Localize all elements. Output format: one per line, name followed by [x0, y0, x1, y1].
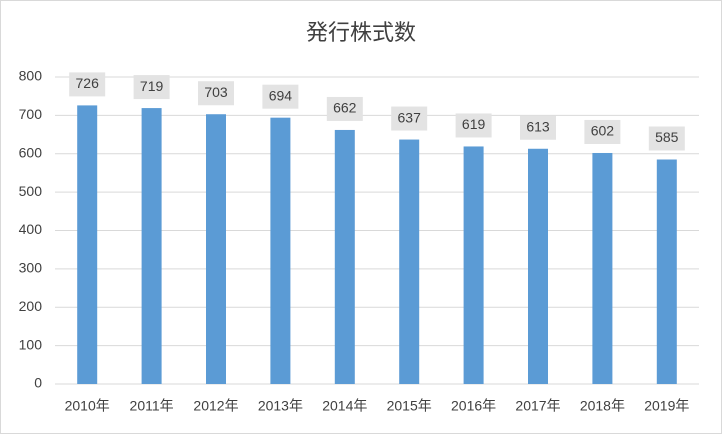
data-label: 602	[591, 123, 615, 139]
data-label-box	[326, 96, 363, 121]
x-tick-label: 2018年	[580, 398, 625, 414]
bar	[77, 105, 98, 385]
data-label-box	[69, 72, 106, 97]
x-tick-label: 2010年	[65, 398, 110, 414]
x-tick-label: 2015年	[387, 398, 432, 414]
x-tick-label: 2011年	[130, 398, 174, 414]
bar	[528, 148, 548, 384]
data-label: 719	[140, 78, 164, 94]
data-label-box	[455, 113, 492, 138]
data-label-box	[198, 81, 234, 106]
bar	[334, 129, 355, 384]
data-label-box	[262, 84, 299, 109]
y-tick-label: 600	[19, 144, 43, 160]
y-tick-label: 100	[19, 336, 43, 352]
data-label: 662	[333, 100, 357, 116]
y-tick-label: 300	[19, 260, 43, 276]
data-label-box	[520, 115, 556, 140]
y-tick-label: 0	[34, 375, 42, 391]
data-label-box	[391, 106, 428, 131]
bar	[656, 159, 677, 384]
bar	[399, 139, 420, 384]
bar	[592, 152, 613, 384]
x-tick-label: 2019年	[644, 398, 689, 414]
bar	[141, 108, 162, 385]
x-tick-label: 2016年	[451, 398, 496, 414]
data-label: 613	[526, 118, 550, 134]
x-tick-label: 2017年	[515, 398, 560, 414]
x-tick-label: 2012年	[193, 398, 238, 414]
data-label: 585	[655, 129, 679, 145]
data-label: 694	[269, 87, 293, 103]
data-label: 619	[462, 116, 486, 132]
y-tick-label: 200	[19, 298, 43, 314]
data-label: 703	[204, 84, 228, 100]
y-tick-label: 400	[19, 221, 43, 237]
y-tick-label: 800	[19, 68, 43, 84]
x-tick-label: 2013年	[258, 398, 303, 414]
chart-title: 発行株式数	[306, 20, 416, 45]
bar	[270, 117, 291, 385]
y-tick-label: 500	[19, 183, 43, 199]
data-label: 637	[398, 109, 422, 125]
data-label-box	[648, 126, 685, 151]
bar	[206, 114, 226, 384]
data-label-box	[584, 119, 621, 144]
data-label-box	[133, 75, 170, 100]
data-label: 726	[76, 75, 100, 91]
y-tick-label: 700	[19, 106, 43, 122]
bar	[463, 146, 484, 384]
x-tick-label: 2014年	[322, 398, 367, 414]
